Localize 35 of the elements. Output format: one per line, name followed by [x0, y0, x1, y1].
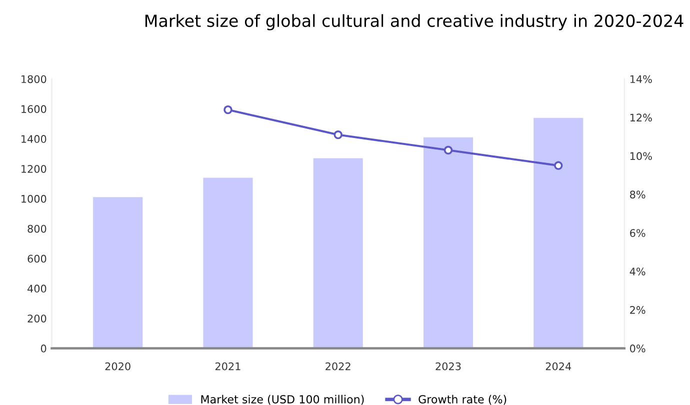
- bar: [93, 197, 143, 348]
- y-tick-label: 200: [28, 314, 46, 322]
- y-tick-label: 1600: [22, 105, 46, 114]
- bar: [423, 137, 474, 348]
- bar: [313, 158, 363, 348]
- y-tick-label: 600: [28, 254, 46, 263]
- y-tick-label: 1200: [22, 164, 46, 173]
- y-tick-label: 800: [28, 224, 46, 233]
- y2-tick-label: 2%: [630, 306, 646, 314]
- y-tick-label: 1400: [22, 135, 46, 143]
- y2-tick-label: 6%: [630, 229, 646, 237]
- x-tick-label: 2021: [215, 362, 240, 370]
- bar: [203, 178, 253, 348]
- y-tick-label: 1800: [22, 75, 46, 84]
- legend-label: Growth rate (%): [418, 394, 506, 405]
- y2-tick-label: 14%: [630, 75, 652, 84]
- bar: [534, 118, 584, 348]
- x-tick-label: 2023: [436, 362, 461, 370]
- legend-label: Market size (USD 100 million): [201, 394, 364, 405]
- y2-tick-label: 0%: [630, 344, 646, 352]
- point: [334, 130, 342, 140]
- chart-title: Market size of global cultural and creative industry in 2020-2024: [145, 14, 684, 30]
- x-tick-label: 2024: [546, 362, 572, 370]
- x-tick-label: 2022: [326, 362, 350, 370]
- point: [444, 146, 453, 155]
- y2-tick-label: 8%: [630, 190, 646, 199]
- y-tick-label: 0: [40, 344, 46, 352]
- point: [554, 161, 563, 170]
- y2-tick-label: 4%: [630, 268, 646, 276]
- y-tick-label: 400: [28, 284, 46, 293]
- x-tick-label: 2020: [105, 362, 130, 370]
- y-tick-label: 1000: [22, 194, 46, 203]
- y2-tick-label: 10%: [630, 152, 652, 160]
- y2-tick-label: 12%: [630, 114, 652, 122]
- point: [224, 105, 232, 114]
